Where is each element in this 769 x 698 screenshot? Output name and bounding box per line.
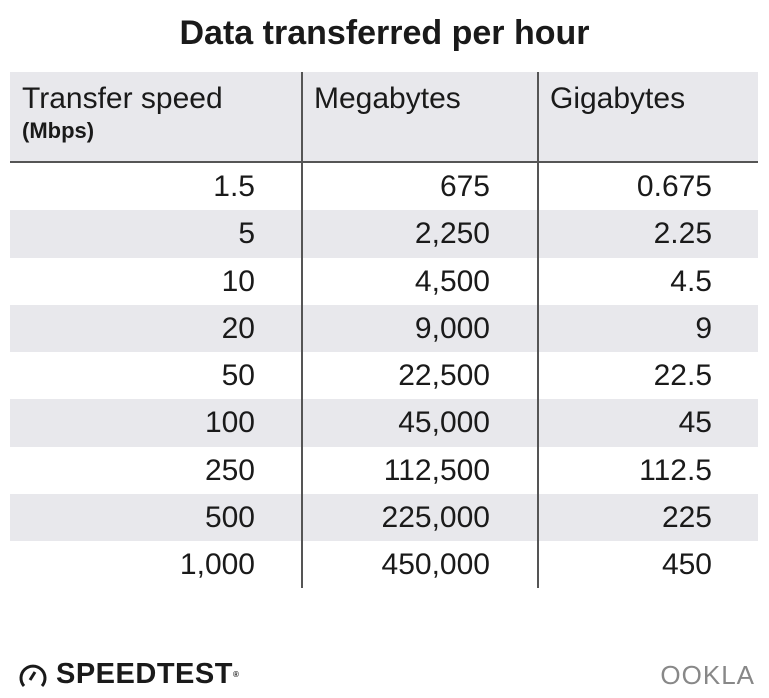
- table-cell: 9: [695, 311, 712, 345]
- speedtest-logo: SPEEDTEST ®: [18, 658, 239, 691]
- table-cell: 2.25: [653, 217, 712, 251]
- header-megabytes: Megabytes: [314, 82, 461, 115]
- table-row: 250 112,500 112.5: [10, 447, 758, 494]
- table-cell: 250: [204, 453, 255, 487]
- table-row: 20 9,000 9: [10, 304, 758, 353]
- table-cell: 20: [221, 311, 255, 345]
- header-transfer-speed: Transfer speed (Mbps): [22, 82, 223, 143]
- table-cell: 450: [661, 548, 712, 582]
- table-cell: 500: [204, 501, 255, 535]
- header-gigabytes: Gigabytes: [550, 82, 686, 115]
- table-cell: 22.5: [653, 359, 712, 393]
- header-unit: (Mbps): [22, 118, 95, 143]
- table-cell: 450,000: [381, 548, 490, 582]
- table-row: 50 22,500 22.5: [10, 352, 758, 399]
- table-header: Transfer speed (Mbps) Megabytes Gigabytes: [10, 72, 758, 163]
- table-cell: 225,000: [381, 501, 490, 535]
- table-cell: 10: [221, 264, 255, 298]
- table-cell: 1,000: [179, 548, 255, 582]
- table-cell: 45: [678, 406, 712, 440]
- table-cell: 675: [439, 170, 490, 203]
- table-row: 10 4,500 4.5: [10, 258, 758, 305]
- table-cell: 45,000: [398, 406, 490, 440]
- table-title: Data transferred per hour: [179, 14, 590, 52]
- table-row: 1.5 675 0.675: [10, 163, 758, 210]
- table-row: 5 2,250 2.25: [10, 210, 758, 258]
- table-cell: 112,500: [383, 453, 490, 487]
- table-cell: 112.5: [639, 453, 712, 487]
- table-row: 1,000 450,000 450: [10, 541, 758, 588]
- table-cell: 1.5: [213, 170, 255, 203]
- column-divider: [537, 72, 539, 588]
- table-cell: 4,500: [414, 264, 490, 298]
- table-row: 500 225,000 225: [10, 494, 758, 542]
- data-table: Transfer speed (Mbps) Megabytes Gigabytes…: [10, 72, 758, 589]
- speedometer-icon: [19, 664, 47, 687]
- table-cell: 5: [238, 217, 255, 251]
- table-cell: 100: [204, 406, 255, 440]
- table-cell: 2,250: [414, 217, 490, 251]
- ookla-logo: OOKLA: [660, 660, 755, 690]
- table-row: 100 45,000 45: [10, 399, 758, 447]
- table-cell: 225: [661, 501, 712, 535]
- table-cell: 0.675: [636, 170, 712, 203]
- table-cell: 50: [221, 359, 255, 393]
- table-cell: 22,500: [398, 359, 490, 393]
- column-divider: [301, 72, 303, 588]
- table-cell: 9,000: [414, 311, 490, 345]
- table-cell: 4.5: [670, 264, 712, 298]
